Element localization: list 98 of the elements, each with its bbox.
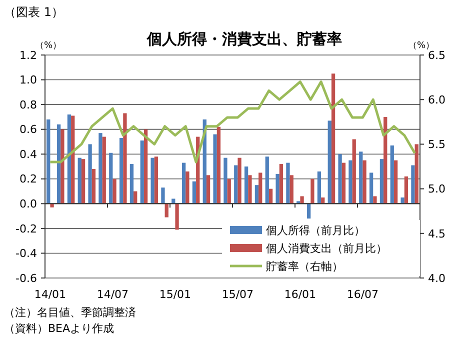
y2-tick-label: 5.5 [428,138,446,152]
legend-label: 貯蓄率（右軸） [266,260,343,273]
bar [60,129,64,204]
bar [224,158,228,204]
text: （注）名目値、季節調整済 [4,306,136,319]
bar [98,133,102,204]
bar [56,124,61,204]
bar [213,134,217,204]
y2-tick-label: 4.0 [428,272,446,285]
bar [300,196,304,204]
bar [342,162,346,204]
bar [380,159,384,204]
y-axis-title: （%） [35,41,62,51]
bar [414,144,418,204]
text: （図表 1） [4,5,64,19]
bar [394,160,398,204]
bar [244,166,248,204]
bar [306,204,311,219]
y-tick-label: 0.6 [20,123,37,136]
y-tick-label: -0.6 [16,272,37,285]
bar [154,156,158,204]
bar [268,188,273,204]
bar [186,171,190,204]
x-tick-label: 16/01 [284,288,316,301]
bar [290,175,294,204]
bar [112,178,116,204]
legend-label: 個人消費支出（前月比） [266,242,387,255]
y-tick-label: 0.4 [20,148,37,161]
bar [92,168,96,204]
bar [331,74,336,204]
bar [359,152,363,204]
bar [238,158,242,204]
y-tick-label: 0.8 [20,98,37,112]
y2-tick-label: 6.0 [428,93,446,106]
bar [182,162,186,204]
bar [109,152,113,204]
bar [78,158,82,204]
bar [140,140,144,204]
bar [369,172,374,204]
bar [254,185,259,204]
bar [286,162,290,204]
y-tick-label: -0.4 [16,247,37,260]
bar [102,136,106,204]
bar [206,175,210,204]
x-tick-label: 14/01 [34,288,66,301]
bar [400,197,404,204]
bar [88,144,92,204]
bar [234,165,238,204]
bar [227,178,231,204]
bar [150,158,154,204]
y2-tick-label: 6.5 [428,48,446,62]
legend-label: 個人所得（前月比） [266,224,365,237]
bar [390,145,394,204]
bar [317,171,322,204]
y2-tick-label: 4.5 [428,227,446,240]
bar [119,138,124,204]
bar [328,120,332,204]
bar [175,204,179,230]
line-series [48,80,416,164]
bar [348,160,352,204]
bar [276,174,280,204]
bar [248,175,252,204]
y-tick-label: -0.2 [16,222,37,236]
bar [404,176,408,204]
x-tick-label: 15/07 [222,288,254,301]
bar [130,164,134,204]
chart-title: 個人所得・消費支出、貯蓄率 [146,30,342,48]
bar [50,204,54,208]
bar [164,204,168,218]
bar [144,129,148,204]
y-tick-label: 1.2 [20,48,37,62]
bar [258,172,262,204]
bar [216,126,221,204]
bar [373,196,377,204]
bar [310,178,314,204]
bar [123,113,127,204]
bar [265,156,269,204]
x-tick-label: 15/01 [159,288,192,301]
bar [67,114,72,204]
bar [338,154,342,204]
y2-tick-label: 5.0 [428,182,446,196]
bar [161,188,165,204]
bar [352,139,356,204]
y2-axis-title: （%） [408,41,435,51]
bar [384,116,388,204]
bar [279,164,284,204]
bar [362,160,366,204]
x-tick-label: 14/07 [96,288,129,301]
x-tick-label: 16/07 [346,288,379,301]
bar [411,165,415,204]
y-tick-label: 0.0 [20,198,37,211]
y-tick-label: 1.0 [20,74,37,87]
y-tick-label: 0.2 [20,172,37,186]
bar [46,119,50,204]
bar [71,116,75,204]
text: （資料）BEAより作成 [4,322,114,335]
bar [192,181,196,204]
bar [81,159,86,204]
